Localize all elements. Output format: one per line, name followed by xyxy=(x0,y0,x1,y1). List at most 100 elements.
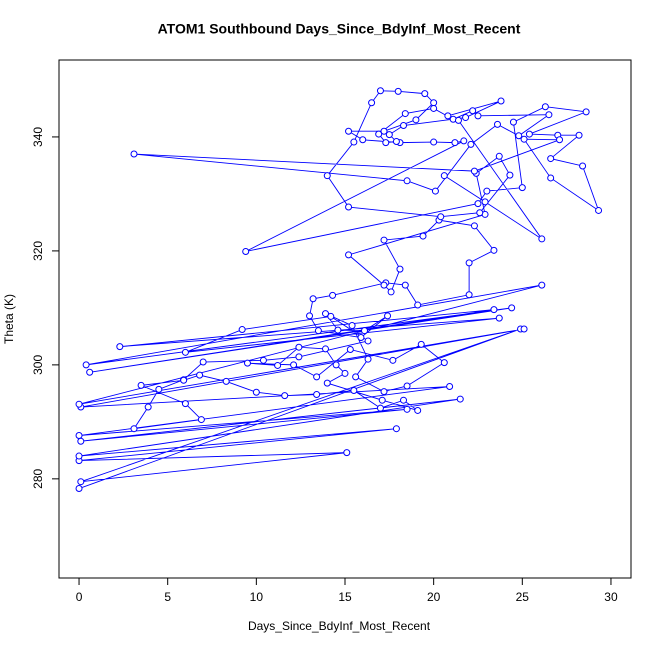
point xyxy=(474,200,482,208)
point xyxy=(515,132,523,140)
point xyxy=(75,485,83,493)
point xyxy=(476,209,484,217)
point xyxy=(444,112,452,120)
point xyxy=(75,432,83,440)
point xyxy=(350,138,358,146)
point xyxy=(130,150,138,158)
point xyxy=(508,304,516,312)
x-tick-label: 10 xyxy=(250,590,264,604)
point xyxy=(313,373,321,381)
point xyxy=(259,356,267,364)
y-tick-label: 340 xyxy=(31,127,45,147)
point xyxy=(155,385,163,393)
x-tick-label: 15 xyxy=(338,590,352,604)
point xyxy=(467,140,475,148)
point xyxy=(376,404,384,412)
point xyxy=(181,400,189,408)
point xyxy=(520,135,528,143)
point xyxy=(419,232,427,240)
point xyxy=(509,118,517,126)
point xyxy=(180,376,188,384)
point xyxy=(401,281,409,289)
point xyxy=(77,437,85,445)
point xyxy=(400,122,408,130)
point xyxy=(465,259,473,267)
y-axis-label: Theta (K) xyxy=(2,294,16,344)
point xyxy=(396,265,404,273)
y-tick-label: 280 xyxy=(31,469,45,489)
point xyxy=(440,172,448,180)
point xyxy=(323,379,331,387)
point xyxy=(595,206,603,214)
point xyxy=(495,152,503,160)
point xyxy=(375,130,383,138)
point xyxy=(116,343,124,351)
point xyxy=(575,131,583,139)
point xyxy=(222,377,230,385)
point xyxy=(497,97,505,105)
point xyxy=(329,291,337,299)
point xyxy=(385,131,393,139)
point xyxy=(538,281,546,289)
point xyxy=(380,388,388,396)
point xyxy=(75,452,83,460)
x-tick-label: 0 xyxy=(76,590,83,604)
point xyxy=(380,127,388,135)
point xyxy=(525,130,533,138)
point xyxy=(345,251,353,259)
point xyxy=(518,184,526,192)
point xyxy=(483,187,491,195)
point xyxy=(460,137,468,145)
point xyxy=(384,312,392,320)
point xyxy=(430,104,438,112)
point xyxy=(456,395,464,403)
point xyxy=(82,361,90,369)
x-tick-label: 30 xyxy=(604,590,618,604)
x-tick-label: 5 xyxy=(164,590,171,604)
point xyxy=(469,107,477,115)
point xyxy=(545,111,553,119)
point xyxy=(403,382,411,390)
point xyxy=(440,359,448,367)
point xyxy=(352,373,360,381)
point xyxy=(364,337,372,345)
point xyxy=(376,87,384,95)
x-tick-label: 25 xyxy=(516,590,530,604)
point xyxy=(401,110,409,118)
point xyxy=(345,127,353,135)
point xyxy=(382,139,390,147)
x-axis-label: Days_Since_BdyInf_Most_Recent xyxy=(248,619,431,633)
point xyxy=(421,90,429,98)
point xyxy=(547,155,555,163)
point xyxy=(538,235,546,243)
point xyxy=(77,478,85,486)
point xyxy=(506,171,514,179)
point xyxy=(199,358,207,366)
point xyxy=(309,295,317,303)
point xyxy=(290,361,298,369)
point xyxy=(394,87,402,95)
point xyxy=(446,383,454,391)
point xyxy=(582,108,590,116)
point xyxy=(392,137,400,145)
point xyxy=(295,353,303,361)
point xyxy=(412,116,420,124)
point xyxy=(345,203,353,211)
point xyxy=(364,355,372,363)
point xyxy=(274,361,282,369)
point xyxy=(313,391,321,399)
point xyxy=(137,381,145,389)
point xyxy=(520,325,528,333)
point xyxy=(547,174,555,182)
y-tick-label: 320 xyxy=(31,241,45,261)
point xyxy=(431,187,439,195)
point xyxy=(470,167,478,175)
point xyxy=(495,314,503,322)
point xyxy=(430,138,438,146)
point xyxy=(437,213,445,221)
point xyxy=(321,310,329,318)
point xyxy=(378,396,386,404)
